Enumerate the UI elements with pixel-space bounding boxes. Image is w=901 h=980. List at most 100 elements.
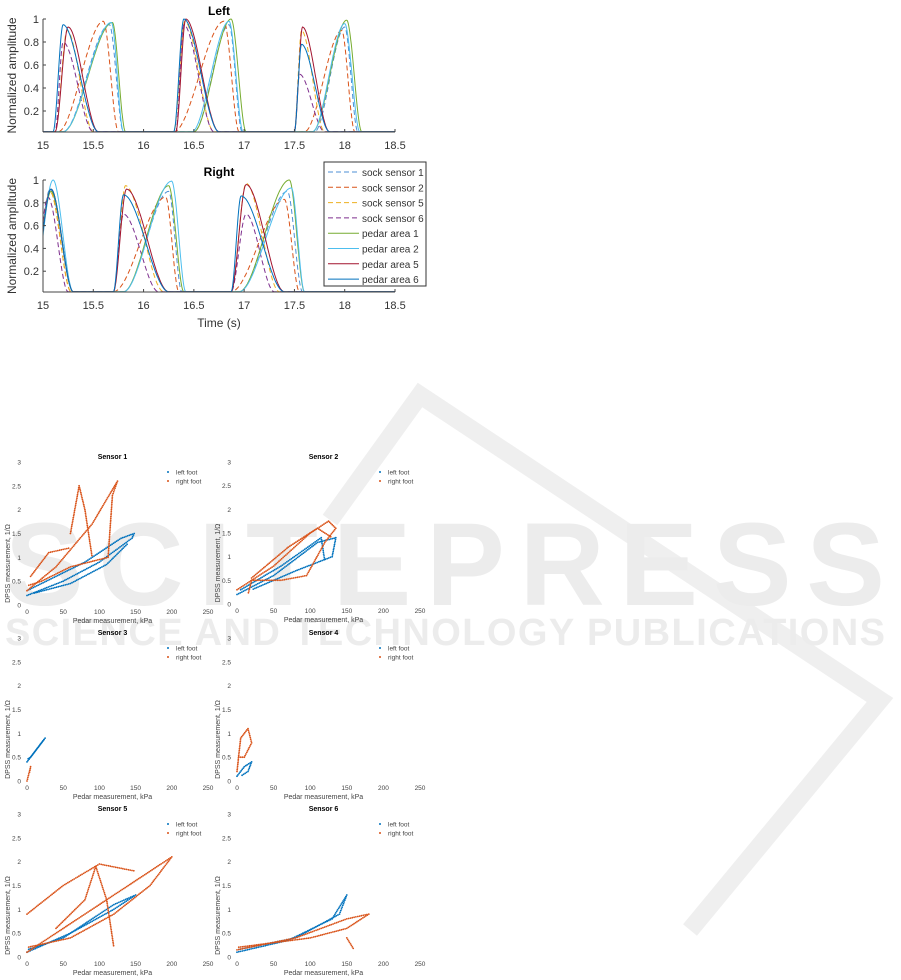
data-point xyxy=(315,929,317,932)
data-point xyxy=(243,756,246,759)
data-point xyxy=(299,568,302,570)
data-point xyxy=(258,582,261,584)
data-point xyxy=(107,864,110,867)
data-point xyxy=(317,538,320,541)
data-point xyxy=(84,508,86,511)
data-point xyxy=(73,878,76,880)
data-point xyxy=(57,563,60,565)
data-point xyxy=(333,537,336,540)
data-point xyxy=(75,907,77,910)
x-tick-label: 200 xyxy=(166,785,177,792)
chart-title: Sensor 5 xyxy=(98,806,128,813)
data-point xyxy=(116,902,119,904)
data-point xyxy=(99,551,101,554)
data-point xyxy=(314,562,317,564)
data-point xyxy=(32,947,34,950)
data-point xyxy=(145,887,147,890)
data-point xyxy=(367,913,370,915)
data-point xyxy=(107,556,109,559)
data-point xyxy=(131,881,134,884)
data-point xyxy=(313,926,316,929)
y-tick-label: 1.5 xyxy=(222,531,231,538)
y-tick-label: 0.5 xyxy=(12,579,21,586)
data-point xyxy=(168,858,171,861)
data-point xyxy=(89,926,92,928)
data-point xyxy=(102,919,104,921)
data-point xyxy=(47,937,49,940)
data-point xyxy=(92,917,94,920)
data-point xyxy=(72,910,75,912)
data-point xyxy=(332,548,335,551)
data-point xyxy=(345,937,348,939)
data-point xyxy=(109,526,112,529)
data-point xyxy=(55,550,57,552)
x-tick-label: 0 xyxy=(235,785,239,792)
data-point xyxy=(112,557,114,560)
data-point xyxy=(63,918,66,921)
data-point xyxy=(263,575,265,577)
data-point xyxy=(250,581,253,583)
data-point xyxy=(282,556,284,559)
data-point xyxy=(85,893,88,896)
data-point xyxy=(99,920,101,923)
data-point xyxy=(363,916,366,918)
y-axis-label: Normalized amplitude xyxy=(5,17,19,133)
data-point xyxy=(100,920,103,922)
data-point xyxy=(86,922,89,925)
x-tick-label: 15.5 xyxy=(83,140,104,152)
data-point xyxy=(327,557,330,559)
data-point xyxy=(127,884,130,887)
data-point xyxy=(323,543,325,545)
data-point xyxy=(35,568,37,571)
data-point xyxy=(293,939,295,941)
data-point xyxy=(284,574,287,576)
data-point xyxy=(49,570,52,573)
y-tick-label: 0.5 xyxy=(222,578,231,585)
data-point xyxy=(256,579,258,582)
data-point xyxy=(66,934,69,936)
data-point xyxy=(263,583,266,586)
data-point xyxy=(243,765,246,768)
data-point xyxy=(88,926,90,929)
legend-marker xyxy=(167,480,169,482)
data-point xyxy=(338,906,341,908)
data-point xyxy=(76,495,79,498)
y-axis-label: Normalized amplitude xyxy=(5,178,19,294)
data-point xyxy=(106,902,109,905)
data-point xyxy=(105,547,107,550)
data-point xyxy=(75,918,78,921)
data-point xyxy=(124,898,127,901)
data-point xyxy=(75,928,78,930)
data-point xyxy=(313,543,316,546)
data-point xyxy=(111,501,113,504)
data-point xyxy=(147,885,150,888)
data-point xyxy=(98,877,101,880)
data-point xyxy=(109,896,112,899)
data-point xyxy=(48,578,51,581)
data-point xyxy=(131,895,134,898)
data-point xyxy=(36,944,39,947)
scatter-sensor-2: Sensor 200.511.522.530 50 100 150 200 250Peda… xyxy=(215,454,426,624)
data-point xyxy=(111,914,114,916)
data-point xyxy=(129,869,132,871)
y-tick-label: 1 xyxy=(33,175,39,187)
data-point xyxy=(126,535,129,537)
data-point xyxy=(30,586,32,589)
x-tick-label: 150 xyxy=(130,961,141,968)
data-point xyxy=(98,863,101,865)
legend-marker xyxy=(379,480,381,482)
data-point xyxy=(90,918,93,921)
data-point xyxy=(55,890,58,892)
data-point xyxy=(344,897,347,900)
data-point xyxy=(290,557,293,560)
data-point xyxy=(272,569,275,572)
data-point xyxy=(319,529,322,532)
data-point xyxy=(247,762,250,765)
data-point xyxy=(341,901,344,904)
data-point xyxy=(114,907,117,910)
y-tick-label: 0.4 xyxy=(24,83,39,95)
data-point xyxy=(266,942,269,945)
data-point xyxy=(93,916,96,919)
data-point xyxy=(291,556,294,559)
data-point xyxy=(88,884,91,887)
